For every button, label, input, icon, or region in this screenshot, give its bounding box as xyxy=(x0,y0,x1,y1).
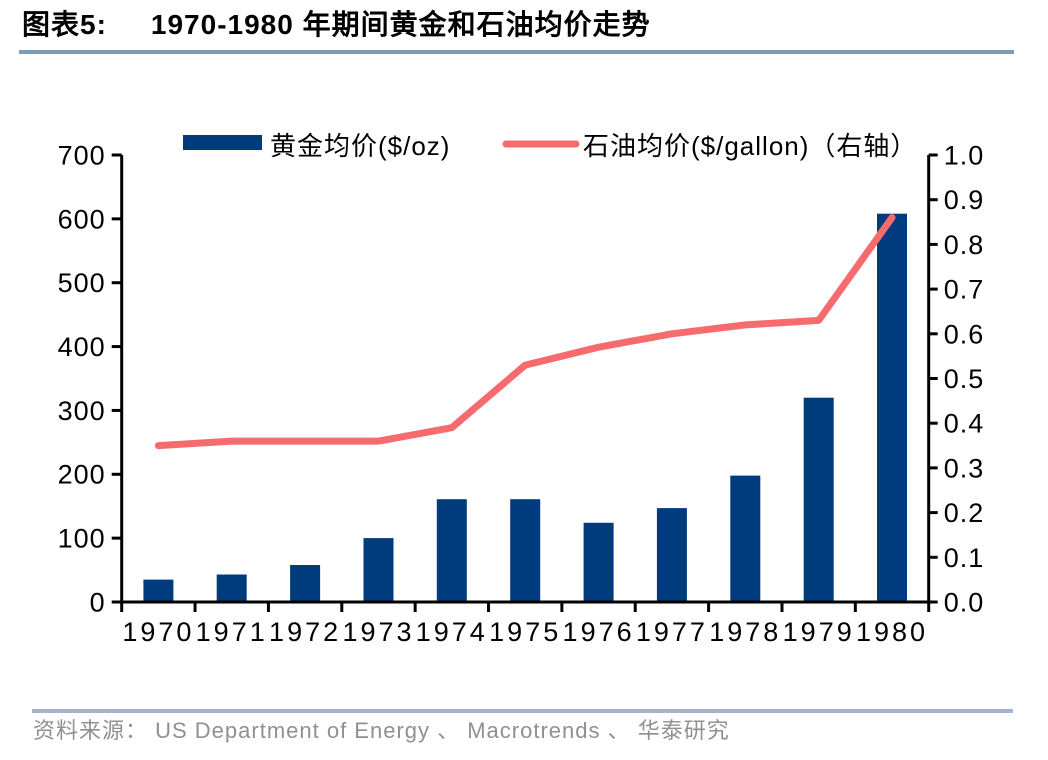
source-note: 资料来源： US Department of Energy 、 Macrotre… xyxy=(33,718,730,743)
x-axis-label-1980: 1980 xyxy=(856,617,928,647)
x-axis-label-1970: 1970 xyxy=(122,617,194,647)
left-axis-tick-label: 100 xyxy=(58,524,106,554)
footer-divider xyxy=(32,709,1013,713)
figure-number-label: 图表5: xyxy=(22,9,107,40)
left-axis-tick-label: 400 xyxy=(58,332,106,362)
gold-bar-1976 xyxy=(583,522,614,602)
gold-bar-1978 xyxy=(730,475,761,602)
x-axis-label-1978: 1978 xyxy=(709,617,781,647)
left-axis-tick-label: 0 xyxy=(90,587,106,617)
x-axis-label-1973: 1973 xyxy=(342,617,414,647)
left-axis-tick-label: 300 xyxy=(58,396,106,426)
title-divider xyxy=(19,50,1014,54)
x-axis-label-1976: 1976 xyxy=(563,617,635,647)
left-axis-tick-label: 600 xyxy=(58,204,106,234)
x-axis-label-1979: 1979 xyxy=(783,617,855,647)
gold-bar-1973 xyxy=(363,538,394,602)
gold-bar-1980 xyxy=(877,213,907,602)
right-axis-tick-label: 0.2 xyxy=(944,498,985,528)
gold-bar-1977 xyxy=(656,508,687,602)
right-axis-tick-label: 1.0 xyxy=(944,140,985,170)
legend-oil-label: 石油均价($/gallon)（右轴） xyxy=(583,131,917,161)
gold-bar-1972 xyxy=(290,565,321,602)
gold-bar-1974 xyxy=(436,499,467,602)
right-axis-tick-label: 0.9 xyxy=(944,185,985,215)
left-axis-tick-label: 700 xyxy=(58,140,106,170)
right-axis-tick-label: 0.4 xyxy=(944,409,985,439)
x-axis-label-1975: 1975 xyxy=(489,617,561,647)
left-axis-tick-label: 500 xyxy=(58,268,106,298)
right-axis-tick-label: 0.8 xyxy=(944,230,985,260)
oil-price-line xyxy=(154,214,896,450)
right-axis-tick-label: 0.7 xyxy=(944,275,985,305)
right-axis-tick-label: 0.0 xyxy=(944,587,985,617)
right-axis-tick-label: 0.5 xyxy=(944,364,985,394)
gold-bar-1975 xyxy=(510,499,541,602)
legend-gold-label: 黄金均价($/oz) xyxy=(270,131,450,161)
gold-bar-1971 xyxy=(216,574,247,602)
right-axis-tick-label: 0.3 xyxy=(944,453,985,483)
x-axis-label-1971: 1971 xyxy=(196,617,268,647)
right-axis-tick-label: 0.1 xyxy=(944,543,985,573)
x-axis-label-1977: 1977 xyxy=(636,617,708,647)
figure-header: 图表5: 1970-1980 年期间黄金和石油均价走势 xyxy=(22,6,651,44)
gold-bar-1979 xyxy=(803,397,834,602)
x-axis-label-1974: 1974 xyxy=(416,617,488,647)
left-axis-tick-label: 200 xyxy=(58,460,106,490)
figure-title: 1970-1980 年期间黄金和石油均价走势 xyxy=(150,9,651,40)
right-axis-tick-label: 0.6 xyxy=(944,319,985,349)
x-axis-label-1972: 1972 xyxy=(269,617,341,647)
legend-gold-swatch xyxy=(183,135,262,150)
gold-bar-1970 xyxy=(143,579,174,602)
